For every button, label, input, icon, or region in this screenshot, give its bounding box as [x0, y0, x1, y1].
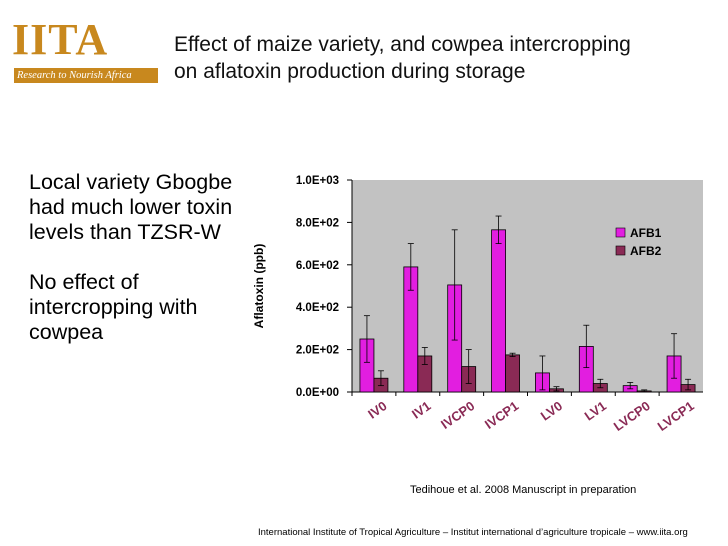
y-axis-ticks: 0.0E+00 2.0E+02 4.0E+02 6.0E+02 8.0E+02 1.0E+… — [296, 175, 352, 399]
y-axis-label: Aflatoxin (ppb) — [252, 244, 266, 329]
slide-title: Effect of maize variety, and cowpea inte… — [174, 31, 631, 85]
title-line-1: Effect of maize variety, and cowpea inte… — [174, 33, 631, 56]
side-text: Local variety Gbogbe had much lower toxi… — [29, 170, 249, 345]
legend-label-afb1: AFB1 — [630, 226, 662, 240]
title-line-2: on aflatoxin production during storage — [174, 60, 526, 83]
logo-letters-mid: IT — [30, 15, 76, 64]
y-tick-label: 4.0E+02 — [296, 302, 339, 314]
logo-letter-last: A — [75, 15, 109, 64]
finding-intercropping: No effect of intercropping with cowpea — [29, 270, 198, 344]
logo-letter-1: I — [12, 15, 31, 64]
legend-label-afb2: AFB2 — [630, 244, 662, 258]
x-tick-label-lvcp0: LVCP0 — [611, 398, 653, 434]
bars — [351, 215, 696, 396]
y-tick-label: 6.0E+02 — [296, 260, 339, 272]
x-tick-label-ivcp1: IVCP1 — [482, 398, 521, 432]
x-tick-label-ivcp0: IVCP0 — [438, 398, 477, 432]
finding-variety: Local variety Gbogbe had much lower toxi… — [29, 170, 233, 244]
x-tick-label-iv0: IV0 — [365, 398, 390, 421]
legend-swatch-afb2 — [615, 245, 626, 256]
x-tick-label-iv1: IV1 — [409, 398, 434, 421]
y-tick-label: 1.0E+03 — [296, 175, 339, 187]
bar-afb2-ivcp1 — [505, 354, 520, 393]
iita-logo: IITA Research to Nourish Africa — [12, 16, 162, 91]
citation: Tedihoue et al. 2008 Manuscript in prepa… — [410, 484, 637, 496]
x-tick-label-lv1: LV1 — [582, 398, 609, 423]
x-axis-labels: IV0 IV1 IVCP0 IVCP1 LV0 LV1 LVCP0 LVCP1 — [365, 398, 697, 434]
x-tick-label-lv0: LV0 — [538, 398, 565, 423]
legend-swatch-afb1 — [615, 227, 626, 238]
legend: AFB1 AFB2 — [615, 226, 662, 258]
logo-tagline: Research to Nourish Africa — [14, 68, 158, 83]
x-tick-label-lvcp1: LVCP1 — [655, 398, 697, 434]
bar-afb1-ivcp1 — [491, 229, 506, 393]
logo-name: IITA — [12, 16, 108, 64]
y-tick-label: 0.0E+00 — [296, 387, 339, 399]
footer: International Institute of Tropical Agri… — [258, 527, 688, 538]
y-tick-label: 2.0E+02 — [296, 345, 339, 357]
y-tick-label: 8.0E+02 — [296, 217, 339, 229]
